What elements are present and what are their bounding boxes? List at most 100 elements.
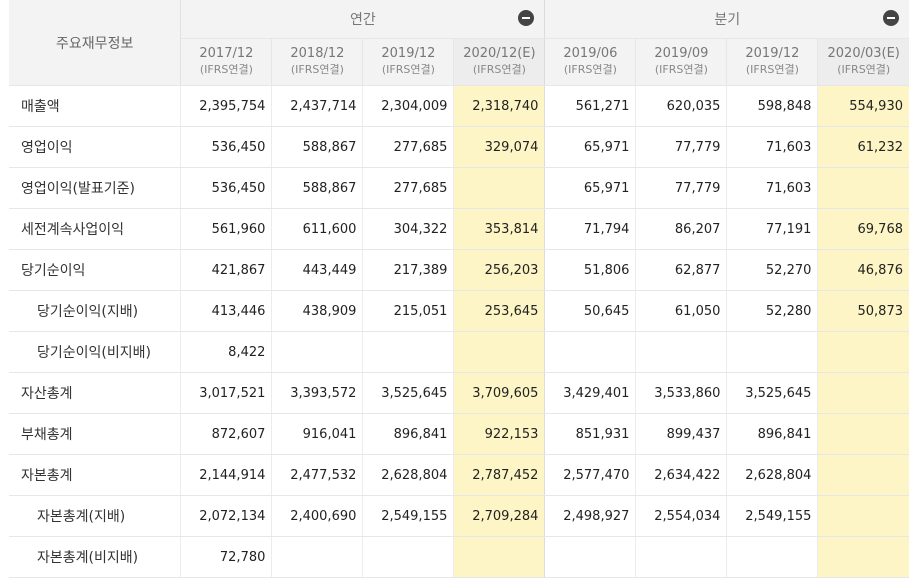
table-cell: 536,450 <box>180 167 272 209</box>
annual-collapse-icon[interactable] <box>518 10 535 26</box>
table-cell: 2,144,914 <box>180 454 272 496</box>
table-cell <box>817 372 909 414</box>
table-cell: 77,779 <box>635 167 727 209</box>
quarter-group-header: 분기 <box>544 0 909 39</box>
table-cell <box>271 331 363 373</box>
column-header: 2019/12 (IFRS연결) <box>726 38 818 86</box>
table-row: 매출액 2,395,754 2,437,714 2,304,009 2,318,740 5… <box>9 85 909 127</box>
table-row: 당기순이익 421,867 443,449 217,389 256,203 51,806 6… <box>9 249 909 291</box>
column-header: 2018/12 (IFRS연결) <box>271 38 363 86</box>
table-cell <box>362 331 454 373</box>
table-cell: 896,841 <box>362 413 454 455</box>
table-cell: 561,960 <box>180 208 272 250</box>
row-label: 영업이익(발표기준) <box>9 167 181 209</box>
row-label: 당기순이익(지배) <box>9 290 181 332</box>
table-cell: 438,909 <box>271 290 363 332</box>
table-cell: 50,645 <box>544 290 636 332</box>
row-label: 당기순이익(비지배) <box>9 331 181 373</box>
table-cell <box>726 536 818 578</box>
table-cell: 536,450 <box>180 126 272 168</box>
financial-summary-table: 주요재무정보 연간 분기 2017/12 (IFRS연결) 2018/12 (IFR… <box>9 0 909 578</box>
table-cell: 72,780 <box>180 536 272 578</box>
table-cell: 253,645 <box>453 290 545 332</box>
table-cell: 52,270 <box>726 249 818 291</box>
row-header-label: 주요재무정보 <box>9 0 182 86</box>
table-row: 당기순이익(비지배) 8,422 <box>9 331 909 373</box>
table-cell: 71,603 <box>726 126 818 168</box>
table-cell: 588,867 <box>271 167 363 209</box>
table-cell: 3,017,521 <box>180 372 272 414</box>
table-cell: 52,280 <box>726 290 818 332</box>
column-header: 2019/09 (IFRS연결) <box>635 38 727 86</box>
table-row: 세전계속사업이익 561,960 611,600 304,322 353,814 71,7… <box>9 208 909 250</box>
table-cell: 61,232 <box>817 126 909 168</box>
table-cell: 215,051 <box>362 290 454 332</box>
table-cell: 217,389 <box>362 249 454 291</box>
table-cell: 611,600 <box>271 208 363 250</box>
table-cell: 2,395,754 <box>180 85 272 127</box>
table-cell: 2,304,009 <box>362 85 454 127</box>
table-row: 영업이익 536,450 588,867 277,685 329,074 65,971 77… <box>9 126 909 168</box>
row-label: 부채총계 <box>9 413 181 455</box>
row-label: 세전계속사업이익 <box>9 208 181 250</box>
row-label: 자산총계 <box>9 372 181 414</box>
table-cell: 554,930 <box>817 85 909 127</box>
table-cell: 61,050 <box>635 290 727 332</box>
table-cell: 421,867 <box>180 249 272 291</box>
table-cell <box>635 331 727 373</box>
table-cell: 2,634,422 <box>635 454 727 496</box>
table-row: 당기순이익(지배) 413,446 438,909 215,051 253,645 50,… <box>9 290 909 332</box>
table-cell: 2,477,532 <box>271 454 363 496</box>
table-cell: 2,628,804 <box>362 454 454 496</box>
table-cell: 8,422 <box>180 331 272 373</box>
column-header: 2019/12 (IFRS연결) <box>362 38 454 86</box>
table-cell <box>544 331 636 373</box>
table-cell: 899,437 <box>635 413 727 455</box>
annual-label: 연간 <box>350 12 376 28</box>
table-cell <box>453 536 545 578</box>
table-cell: 86,207 <box>635 208 727 250</box>
table-row: 자본총계(지배) 2,072,134 2,400,690 2,549,155 2,709… <box>9 495 909 537</box>
table-cell: 872,607 <box>180 413 272 455</box>
table-cell: 2,577,470 <box>544 454 636 496</box>
table-row: 자산총계 3,017,521 3,393,572 3,525,645 3,709,605… <box>9 372 909 414</box>
table-cell: 46,876 <box>817 249 909 291</box>
table-cell <box>817 167 909 209</box>
table-cell: 65,971 <box>544 126 636 168</box>
table-cell: 2,549,155 <box>726 495 818 537</box>
table-cell: 3,525,645 <box>362 372 454 414</box>
column-header-estimate: 2020/12(E) (IFRS연결) <box>453 38 545 86</box>
table-cell: 71,794 <box>544 208 636 250</box>
table-cell: 2,549,155 <box>362 495 454 537</box>
table-cell: 65,971 <box>544 167 636 209</box>
table-cell: 50,873 <box>817 290 909 332</box>
table-cell: 443,449 <box>271 249 363 291</box>
table-row: 부채총계 872,607 916,041 896,841 922,153 851,931 8… <box>9 413 909 455</box>
table-cell: 353,814 <box>453 208 545 250</box>
table-cell: 2,628,804 <box>726 454 818 496</box>
table-cell: 77,191 <box>726 208 818 250</box>
table-cell: 3,533,860 <box>635 372 727 414</box>
table-cell: 62,877 <box>635 249 727 291</box>
table-cell: 3,393,572 <box>271 372 363 414</box>
table-cell: 329,074 <box>453 126 545 168</box>
table-cell: 71,603 <box>726 167 818 209</box>
row-label: 매출액 <box>9 85 181 127</box>
table-cell: 3,709,605 <box>453 372 545 414</box>
table-cell: 2,787,452 <box>453 454 545 496</box>
table-cell <box>817 413 909 455</box>
table-cell: 413,446 <box>180 290 272 332</box>
table-row: 자본총계 2,144,914 2,477,532 2,628,804 2,787,452… <box>9 454 909 496</box>
table-cell <box>726 331 818 373</box>
row-label: 자본총계(비지배) <box>9 536 181 578</box>
table-cell <box>817 495 909 537</box>
table-cell: 2,400,690 <box>271 495 363 537</box>
table-cell: 2,437,714 <box>271 85 363 127</box>
table-cell <box>817 331 909 373</box>
table-cell: 2,072,134 <box>180 495 272 537</box>
table-cell <box>544 536 636 578</box>
table-cell <box>817 454 909 496</box>
table-cell: 69,768 <box>817 208 909 250</box>
table-cell <box>453 167 545 209</box>
quarter-collapse-icon[interactable] <box>883 10 899 26</box>
